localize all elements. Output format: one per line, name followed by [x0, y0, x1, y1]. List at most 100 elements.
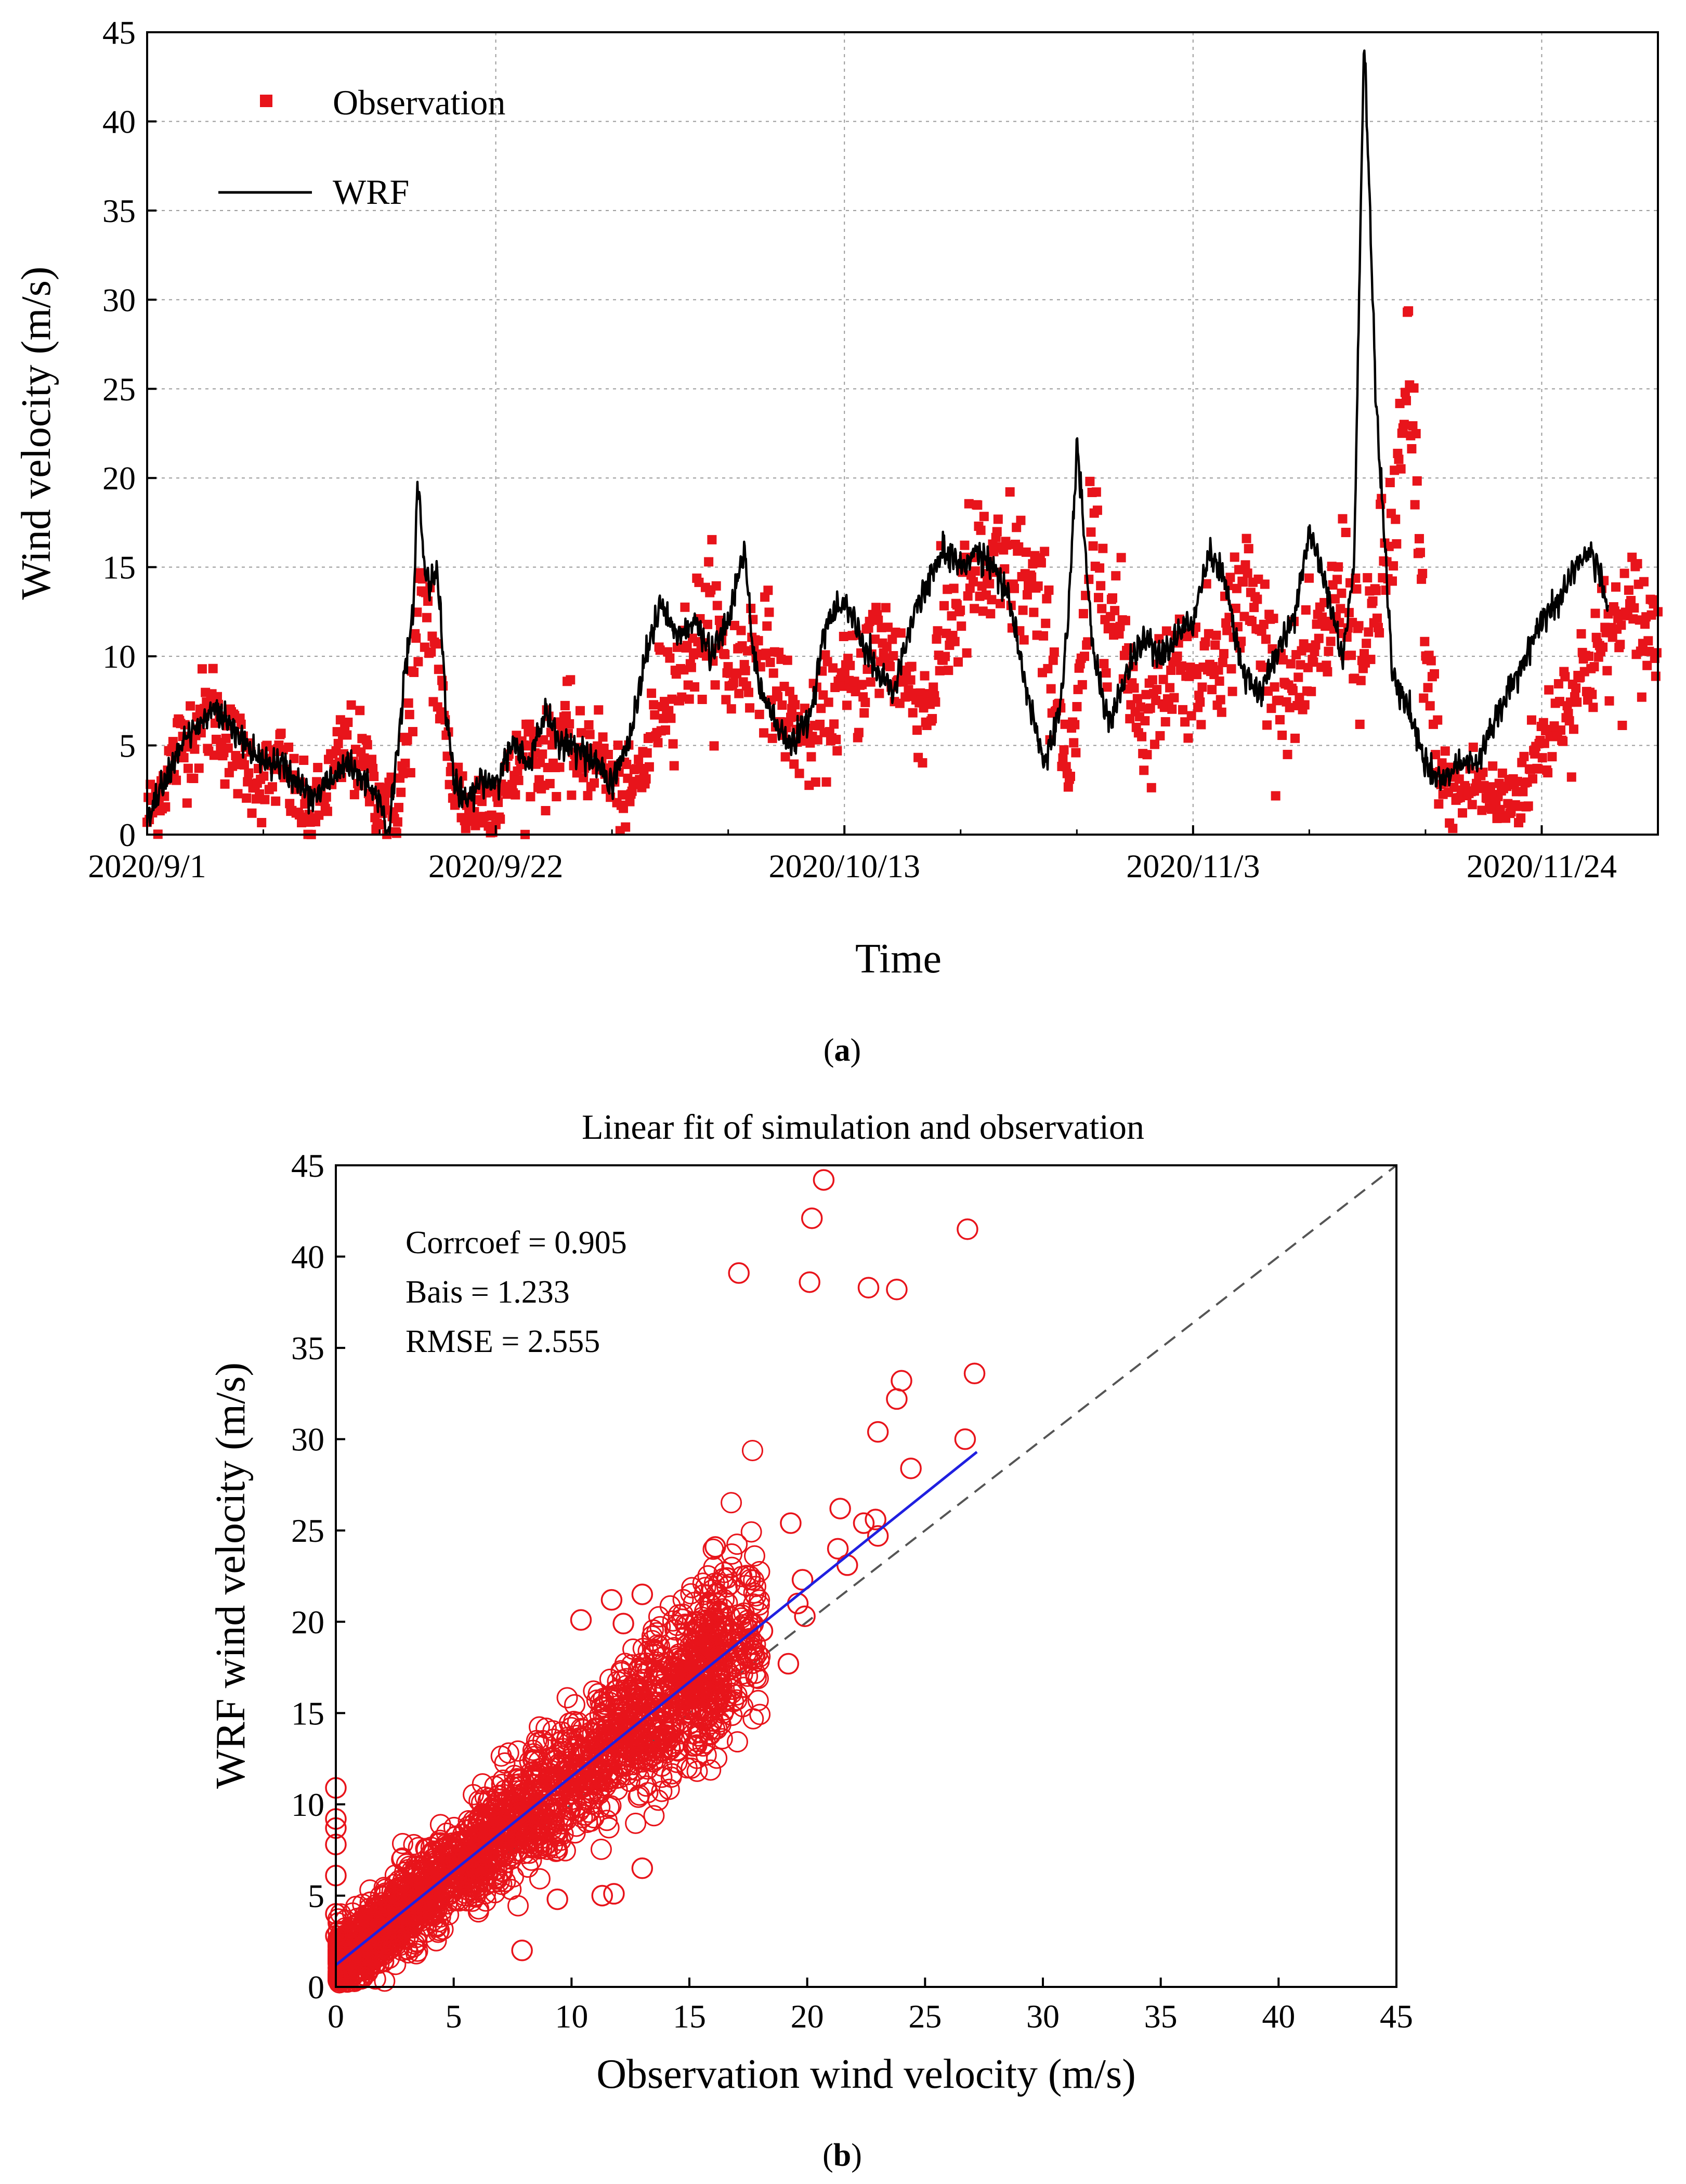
a-observation-point: [1009, 583, 1019, 593]
a-observation-point: [223, 743, 233, 753]
a-observation-point: [764, 607, 774, 617]
a-observation-point: [183, 763, 193, 773]
b-scatter-point: [631, 1583, 654, 1605]
b-scatter-point: [448, 1867, 470, 1889]
a-observation-point: [986, 609, 996, 619]
a-observation-point: [1200, 637, 1210, 647]
a-observation-point: [1414, 534, 1424, 543]
b-scatter-point: [580, 1810, 602, 1832]
a-observation-point: [1132, 694, 1142, 704]
b-scatter-point: [622, 1638, 644, 1660]
a-observation-point: [1270, 682, 1279, 692]
a-observation-point: [1519, 751, 1529, 761]
b-scatter-point: [438, 1883, 460, 1905]
a-observation-point: [355, 706, 365, 716]
b-scatter-point: [635, 1775, 657, 1797]
b-panel-label: (b): [822, 2138, 862, 2173]
a-observation-point: [711, 581, 721, 591]
a-observation-point: [432, 639, 441, 649]
a-observation-point: [659, 697, 669, 707]
a-observation-point: [953, 657, 963, 667]
a-observation-point: [1111, 571, 1121, 581]
a-observation-point: [259, 771, 269, 781]
b-x-tick-label: 10: [555, 1998, 588, 2035]
a-observation-point: [1337, 588, 1347, 598]
a-observation-point: [1077, 680, 1087, 690]
b-scatter-point: [653, 1724, 675, 1746]
a-observation-point: [525, 719, 534, 729]
a-observation-point: [535, 758, 545, 768]
a-observation-point: [816, 704, 826, 713]
b-scatter-point: [700, 1759, 722, 1781]
a-observation-point: [625, 797, 635, 807]
a-observation-point: [1022, 590, 1032, 600]
b-scatter-point: [747, 1689, 769, 1711]
a-observation-point: [335, 715, 345, 725]
b-scatter-point: [554, 1840, 576, 1862]
b-scatter-point: [670, 1659, 692, 1681]
b-scatter-point: [408, 1837, 429, 1858]
a-observation-point: [881, 603, 891, 613]
a-observation-point: [1227, 686, 1237, 696]
a-observation-point: [1410, 500, 1420, 510]
a-observation-point: [721, 695, 731, 705]
a-observation-point: [1610, 606, 1619, 616]
a-observation-point: [1602, 666, 1612, 675]
a-observation-point: [763, 586, 773, 595]
a-y-axis-ticks: 0 5 10 15 20 25 30 35 40 45: [102, 14, 156, 853]
a-observation-point: [1604, 696, 1614, 706]
a-observation-point: [740, 666, 750, 675]
b-y-tick-label: 25: [291, 1512, 324, 1549]
b-scatter-point: [474, 1858, 495, 1880]
a-observation-point: [1152, 685, 1162, 695]
a-observation-point: [1304, 573, 1314, 583]
a-observation-point: [526, 792, 535, 802]
a-observation-point: [1165, 683, 1175, 693]
a-observation-point: [1102, 682, 1112, 692]
a-observation-point: [1512, 776, 1522, 786]
a-x-tick-label: 2020/11/24: [1467, 848, 1617, 885]
a-y-tick-label: 5: [119, 727, 136, 764]
a-observation-point: [743, 687, 753, 697]
b-scatter-point: [556, 1687, 578, 1709]
a-observation-point: [842, 700, 852, 710]
a-observation-point: [1404, 306, 1414, 316]
b-scatter-point: [570, 1739, 592, 1761]
a-observation-point: [1238, 577, 1248, 587]
a-observation-point: [1362, 639, 1371, 648]
a-observation-point: [777, 700, 787, 710]
a-observation-point: [1530, 749, 1540, 759]
a-observation-point: [1566, 772, 1576, 782]
a-observation-point: [920, 671, 930, 681]
a-observation-point: [394, 802, 403, 812]
a-observation-point: [684, 694, 694, 704]
a-observation-point: [208, 664, 218, 673]
a-observation-point: [709, 741, 719, 751]
a-observation-point: [1249, 603, 1259, 613]
a-observation-point: [829, 719, 839, 729]
a-observation-point: [970, 604, 979, 614]
a-observation-point: [686, 662, 696, 672]
a-observation-point: [1558, 736, 1568, 746]
a-observation-point: [1632, 559, 1642, 569]
a-observation-series: [142, 306, 1663, 839]
b-scatter-point: [590, 1838, 612, 1860]
a-observation-point: [1225, 573, 1235, 582]
b-scatter-point: [680, 1583, 702, 1605]
b-scatter-point: [427, 1892, 449, 1914]
a-observation-point: [1088, 541, 1098, 551]
a-observation-point: [189, 774, 199, 784]
a-observation-point: [567, 790, 577, 800]
a-observation-point: [932, 634, 942, 644]
b-scatter-point: [649, 1667, 671, 1689]
a-observation-point: [1440, 746, 1450, 756]
b-scatter-point: [681, 1577, 703, 1598]
b-scatter-point: [570, 1609, 592, 1631]
a-observation-point: [1528, 774, 1538, 784]
a-observation-point: [556, 719, 566, 729]
a-observation-point: [161, 802, 171, 812]
a-observation-point: [1323, 667, 1332, 677]
a-observation-point: [916, 688, 925, 698]
b-scatter-point: [403, 1933, 425, 1955]
